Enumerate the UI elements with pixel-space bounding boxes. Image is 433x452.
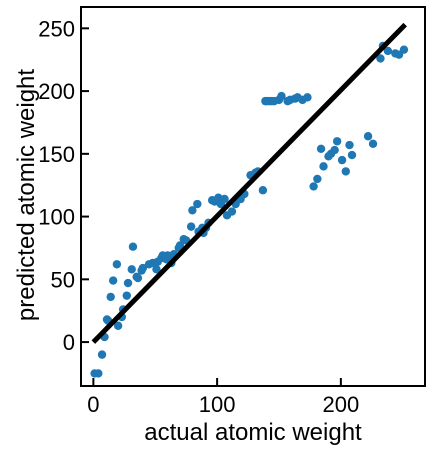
axes <box>80 6 426 387</box>
data-point <box>127 265 136 274</box>
data-point <box>227 207 237 216</box>
data-point <box>122 291 131 300</box>
data-point <box>319 162 328 171</box>
y-tick-label: 250 <box>38 16 75 41</box>
y-tick-label: 50 <box>51 267 75 292</box>
data-point <box>345 140 354 150</box>
data-point <box>123 278 133 288</box>
data-point <box>303 93 312 102</box>
data-point <box>138 263 148 273</box>
data-point <box>112 260 122 269</box>
data-point <box>186 222 196 231</box>
x-axis-ticks: 0 100 200 <box>87 378 359 417</box>
data-point <box>193 199 202 209</box>
data-point <box>277 91 286 101</box>
data-point <box>258 186 268 195</box>
data-point <box>97 350 107 359</box>
data-point <box>383 46 393 56</box>
y-tick-label: 200 <box>38 79 75 104</box>
data-point <box>128 242 138 251</box>
data-point <box>330 145 339 155</box>
y-axis-label: predicted atomic weight <box>13 69 40 321</box>
data-point <box>106 292 115 302</box>
data-point <box>188 206 197 215</box>
data-point <box>376 54 385 63</box>
data-point <box>337 155 347 165</box>
data-point <box>332 137 342 146</box>
data-point <box>152 265 161 274</box>
y-tick-label: 150 <box>38 142 75 167</box>
reference-line <box>91 22 407 344</box>
data-point <box>368 139 378 148</box>
data-point <box>316 144 326 154</box>
x-tick-label: 0 <box>87 392 99 417</box>
x-tick-label: 200 <box>322 392 359 417</box>
data-point <box>341 167 351 176</box>
data-point <box>399 45 409 54</box>
data-point <box>94 369 103 378</box>
x-tick-label: 100 <box>199 392 236 417</box>
y-tick-label: 0 <box>63 330 75 355</box>
reference-line-group <box>91 22 407 344</box>
data-point <box>363 132 373 141</box>
y-tick-label: 100 <box>38 205 75 230</box>
data-point <box>133 273 143 283</box>
plot-frame <box>80 6 426 387</box>
data-point <box>220 194 229 204</box>
data-point <box>347 150 357 160</box>
data-point <box>113 321 123 330</box>
data-point <box>313 174 322 184</box>
data-point <box>175 241 185 250</box>
x-axis-label: actual atomic weight <box>144 419 362 446</box>
y-axis-ticks: 0 50 100 150 200 250 <box>38 16 89 355</box>
data-points <box>90 41 409 378</box>
data-point <box>309 182 318 191</box>
data-point <box>108 276 118 285</box>
